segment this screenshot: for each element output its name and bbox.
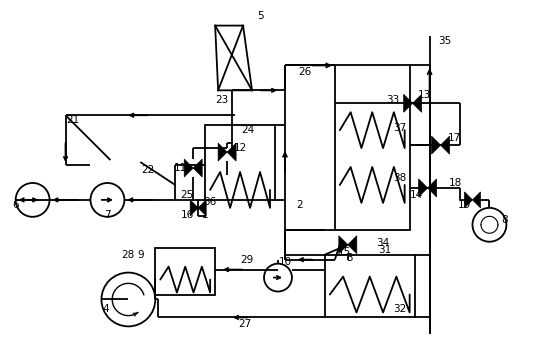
Polygon shape [190, 200, 198, 216]
Text: 31: 31 [378, 245, 392, 255]
Text: 16: 16 [181, 210, 194, 220]
Text: 32: 32 [393, 304, 406, 314]
Text: 3: 3 [346, 253, 353, 263]
Polygon shape [427, 179, 437, 197]
Polygon shape [403, 94, 413, 112]
Text: 5: 5 [257, 11, 263, 21]
Text: 4: 4 [102, 304, 109, 314]
Text: 22: 22 [142, 165, 155, 175]
Text: 6: 6 [12, 200, 19, 210]
Polygon shape [419, 179, 427, 197]
Polygon shape [432, 136, 440, 154]
Bar [335, 66, 409, 230]
Text: 23: 23 [216, 95, 229, 105]
Text: 17: 17 [448, 133, 461, 143]
Text: 36: 36 [204, 197, 217, 207]
Polygon shape [413, 94, 421, 112]
Text: 35: 35 [438, 36, 451, 46]
Text: 38: 38 [393, 173, 406, 183]
Polygon shape [218, 143, 227, 161]
Text: 12: 12 [233, 143, 247, 153]
Polygon shape [464, 192, 472, 208]
Text: 33: 33 [386, 95, 399, 105]
Text: 24: 24 [242, 125, 255, 135]
Text: 7: 7 [104, 210, 111, 220]
Text: 21: 21 [66, 115, 79, 125]
Polygon shape [198, 200, 206, 216]
Text: 13: 13 [418, 90, 431, 100]
Text: 15: 15 [338, 247, 351, 257]
Text: 25: 25 [181, 190, 194, 200]
Text: 8: 8 [501, 215, 508, 225]
Polygon shape [339, 236, 348, 254]
Text: 29: 29 [241, 255, 254, 265]
Text: 1: 1 [202, 210, 209, 220]
Bar [205, 125, 275, 200]
Text: 9: 9 [137, 250, 144, 260]
Polygon shape [193, 159, 202, 177]
Bar [155, 248, 215, 295]
Text: 14: 14 [410, 190, 423, 200]
Text: 18: 18 [449, 178, 462, 188]
Polygon shape [348, 236, 357, 254]
Polygon shape [184, 159, 193, 177]
Text: 28: 28 [122, 250, 135, 260]
Text: 11: 11 [174, 163, 187, 173]
Text: 19: 19 [458, 200, 471, 210]
Text: 27: 27 [238, 319, 252, 329]
Text: 34: 34 [376, 238, 389, 248]
Text: 26: 26 [298, 67, 312, 77]
Bar [325, 255, 415, 317]
Text: 37: 37 [393, 123, 406, 133]
Polygon shape [472, 192, 481, 208]
Polygon shape [440, 136, 450, 154]
Text: 2: 2 [296, 200, 303, 210]
Text: 10: 10 [279, 257, 292, 267]
Polygon shape [227, 143, 236, 161]
